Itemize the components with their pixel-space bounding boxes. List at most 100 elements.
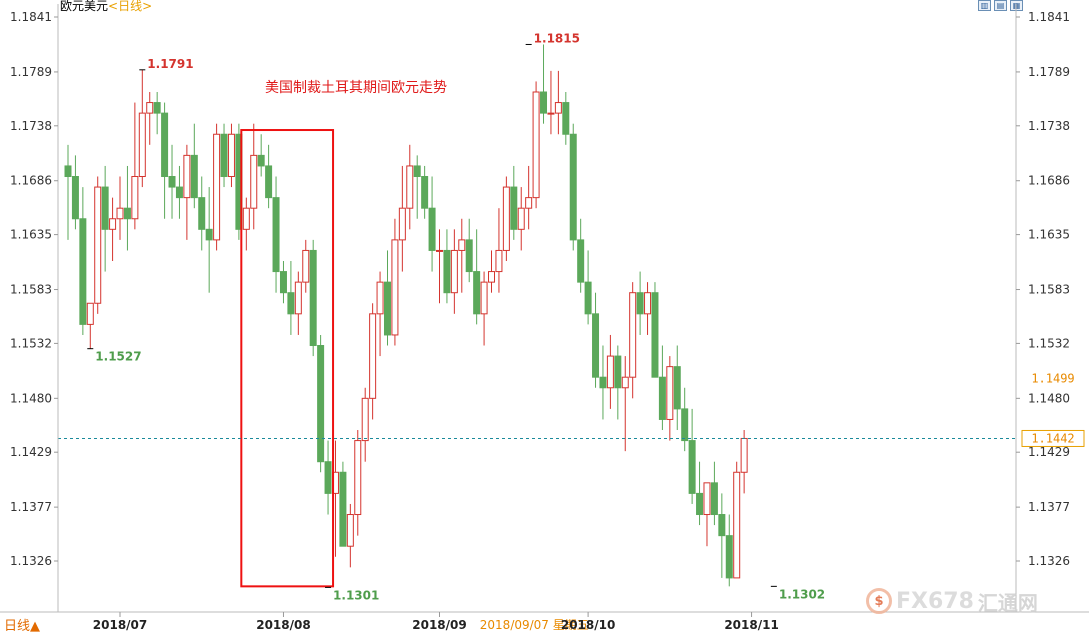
candle-body	[525, 197, 533, 209]
x-tick-label: 2018/07	[93, 618, 147, 632]
candle-body	[346, 514, 354, 547]
candle-body	[703, 482, 711, 516]
candle-body	[339, 471, 347, 547]
y-tick-label-left: 1.1532	[10, 336, 52, 350]
extreme-value-label: 1.1302	[779, 587, 825, 601]
candle-body	[383, 281, 391, 336]
chart-title-bar: 欧元美元<日线>	[60, 0, 152, 13]
y-tick-label-right: 1.1377	[1028, 500, 1070, 514]
x-tick-label: 2018/11	[724, 618, 778, 632]
candle-body	[138, 112, 146, 178]
candle-body	[294, 281, 302, 315]
candle-body	[681, 408, 689, 442]
y-tick-label-right: 1.1738	[1028, 119, 1070, 133]
candle-body	[161, 112, 169, 178]
candle-body	[592, 313, 600, 378]
candle-body	[577, 239, 585, 283]
candle-body	[220, 133, 228, 178]
candle-body	[398, 207, 406, 241]
candle-body	[109, 218, 117, 230]
current-price-box	[1021, 429, 1085, 447]
candle-body	[458, 239, 466, 251]
candle-body	[94, 186, 102, 304]
y-tick-label-left: 1.1738	[10, 119, 52, 133]
candle-body	[257, 154, 265, 167]
y-tick-label-left: 1.1429	[10, 445, 52, 459]
y-tick-label-right: 1.1532	[1028, 336, 1070, 350]
extreme-value-label: 1.1815	[534, 31, 580, 45]
chart-annotation: 美国制裁土耳其期间欧元走势	[265, 80, 447, 96]
watermark-logo: $ FX678 汇通网	[866, 586, 1038, 616]
y-tick-label-left: 1.1326	[10, 554, 52, 568]
candle-body	[569, 133, 577, 241]
watermark-brand: FX678	[896, 588, 974, 614]
candle-body	[599, 376, 607, 389]
candle-body	[532, 91, 540, 199]
period-label: <日线>	[108, 0, 153, 13]
y-tick-label-left: 1.1686	[10, 174, 52, 188]
candle-body	[562, 102, 570, 135]
x-tick-label: 2018/08	[256, 618, 310, 632]
y-tick-label-right: 1.1326	[1028, 554, 1070, 568]
extreme-value-label: 1.1527	[95, 350, 141, 364]
candle-body	[131, 176, 139, 220]
candle-body	[725, 535, 733, 579]
candle-body	[540, 91, 548, 114]
candle-body	[183, 154, 191, 199]
candle-body	[651, 292, 659, 378]
y-tick-label-right: 1.1583	[1028, 283, 1070, 297]
candle-body	[436, 249, 443, 252]
candle-body	[710, 482, 718, 516]
candle-body	[480, 281, 488, 315]
extreme-value-label: 1.1791	[147, 57, 193, 71]
y-tick-label-right: 1.1480	[1028, 391, 1070, 405]
candle-body	[733, 471, 741, 579]
candle-body	[673, 366, 681, 410]
candle-body	[175, 186, 183, 199]
candle-body	[614, 355, 622, 389]
candle-body	[227, 133, 235, 178]
watermark-cn: 汇通网	[977, 590, 1038, 615]
y-tick-label-left: 1.1583	[10, 283, 52, 297]
candle-body	[688, 440, 696, 494]
candle-body	[554, 102, 562, 114]
period-selector-button[interactable]: 日线▲	[4, 619, 40, 634]
candle-body	[123, 207, 131, 220]
x-tick-label: 2018/10	[561, 618, 615, 632]
candle-body	[406, 165, 414, 209]
candle-body	[79, 218, 87, 325]
symbol-label: 欧元美元	[60, 0, 109, 13]
candle-body	[547, 112, 555, 115]
candle-body	[696, 492, 704, 516]
candle-body	[272, 197, 280, 273]
candle-body	[279, 271, 287, 294]
candle-body	[465, 239, 473, 273]
candle-body	[302, 249, 310, 283]
candle-body	[309, 249, 317, 347]
candle-body	[153, 102, 161, 114]
candle-body	[443, 249, 451, 294]
candle-body	[168, 176, 176, 188]
y-tick-label-left: 1.1841	[10, 10, 52, 24]
candle-body	[718, 514, 726, 537]
candle-body	[361, 397, 369, 442]
candle-body	[502, 186, 510, 251]
candle-body	[421, 176, 429, 209]
candle-body	[265, 165, 273, 199]
candle-body	[391, 239, 399, 336]
candle-body	[740, 437, 748, 473]
x-tick-label: 2018/09	[412, 618, 466, 632]
y-tick-label-left: 1.1635	[10, 228, 52, 242]
y-tick-label-left: 1.1480	[10, 391, 52, 405]
right-marker-label: 1.1499	[1031, 371, 1074, 385]
chart-zoom-icon[interactable]: ▤	[994, 0, 1007, 11]
candle-body	[250, 154, 258, 209]
candle-body	[658, 376, 666, 420]
candle-body	[116, 207, 124, 220]
chart-layout-icon[interactable]: ▥	[978, 0, 991, 11]
candle-body	[354, 440, 362, 516]
candle-body	[198, 197, 206, 230]
y-tick-label-right: 1.1841	[1028, 10, 1070, 24]
